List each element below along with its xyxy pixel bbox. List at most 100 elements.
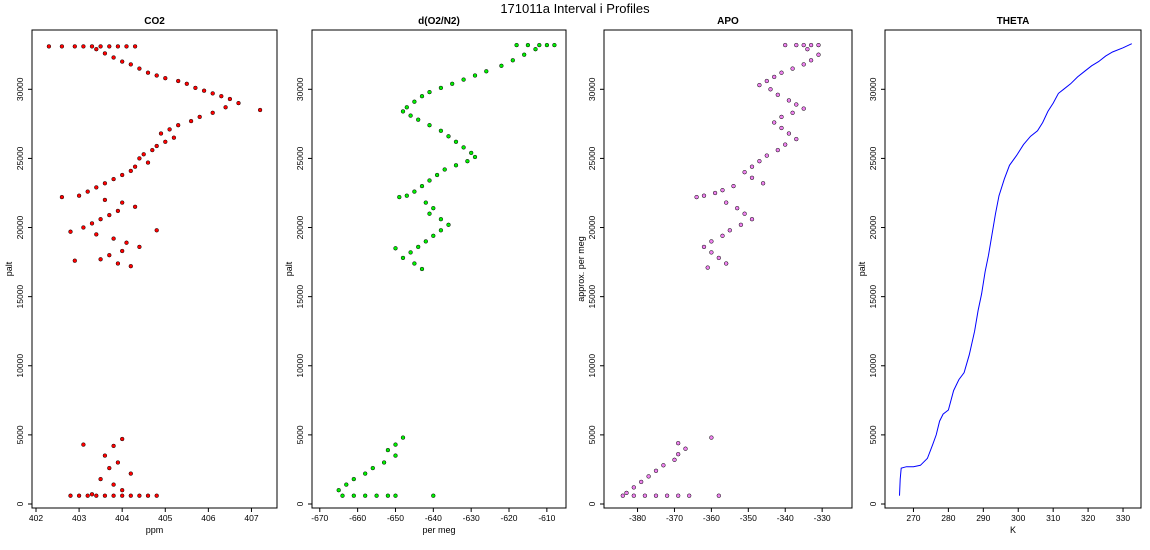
data-point [453,163,459,168]
data-point [742,211,747,216]
y-tick-label: 20000 [15,215,25,239]
data-point [446,222,451,227]
data-point [59,194,65,200]
data-point [664,493,670,498]
data-point [128,493,133,498]
data-point [107,212,112,218]
data-point [400,255,406,261]
data-point [124,240,129,245]
data-point [431,233,436,238]
data-point [790,66,795,71]
data-point [438,85,444,91]
data-point [720,188,725,193]
x-tick-label: 280 [941,513,955,523]
data-point [141,152,146,157]
data-point [794,102,799,107]
data-point [716,493,721,498]
x-tick-label: 270 [906,513,920,523]
data-point [107,465,112,471]
data-point [120,59,125,64]
data-point [81,44,86,49]
y-tick-label: 15000 [868,285,878,309]
data-point [210,91,215,96]
data-point [419,266,425,272]
data-point [370,465,375,471]
x-tick-label: 310 [1046,513,1060,523]
data-point [631,485,636,490]
data-point [808,58,814,63]
data-point [794,42,799,48]
data-point [431,493,436,498]
data-point [72,44,77,49]
x-tick-label: -380 [629,513,646,523]
y-tick-label: 10000 [295,354,305,378]
x-tick-label: 402 [29,513,43,523]
data-point [85,189,90,194]
data-point [351,493,356,498]
data-point [98,217,103,222]
plot-frame [311,29,567,509]
data-point [111,176,116,182]
x-tick-label: 405 [158,513,172,523]
y-tick-label: 15000 [587,285,597,309]
data-point [760,181,766,186]
y-tick-label: 30000 [15,77,25,101]
data-point [120,200,125,205]
x-tick-label: 330 [1116,513,1130,523]
data-point [727,228,732,233]
y-tick-label: 30000 [295,77,305,101]
y-tick-label: 15000 [15,285,25,309]
data-point [154,228,159,233]
x-tick-label: -650 [387,513,404,523]
data-point [128,264,133,269]
data-point [408,113,413,118]
data-point [801,106,806,111]
data-point [115,44,121,49]
data-point [408,250,413,255]
data-point [427,178,432,183]
data-point [94,232,99,237]
data-point [102,453,108,458]
data-point [694,194,699,200]
data-point [442,167,447,172]
data-point [738,222,744,227]
y-tick-label: 5000 [868,425,878,444]
data-point [772,120,777,125]
x-axis-title: ppm [146,525,164,535]
data-point [749,217,755,222]
data-point [120,172,125,178]
data-point [132,164,138,169]
data-point [336,488,341,493]
data-point [102,51,108,56]
data-point [709,239,714,244]
data-point [805,47,810,52]
data-point [393,442,398,447]
data-point [438,128,444,133]
data-point [423,200,428,205]
data-point [193,85,198,91]
y-tick-label: 0 [587,501,597,506]
data-point [98,257,103,262]
data-point [676,452,681,457]
x-tick-label: -350 [740,513,757,523]
data-point [764,78,769,84]
data-point [709,250,714,255]
x-tick-label: -660 [349,513,366,523]
x-tick-label: -360 [703,513,720,523]
data-point [137,66,142,71]
data-point [81,225,86,230]
y-tick-label: 0 [15,501,25,506]
x-tick-label: 406 [201,513,215,523]
y-tick-label: 20000 [587,215,597,239]
data-point [427,211,432,216]
data-point [438,217,444,222]
x-tick-label: -370 [666,513,683,523]
x-axis-title: K [1010,525,1016,535]
data-point [154,73,159,78]
data-point [85,493,90,498]
data-point [731,183,736,189]
data-point [450,81,455,86]
y-axis-title: palt [284,261,294,276]
data-point [111,482,116,487]
data-point [661,463,666,468]
